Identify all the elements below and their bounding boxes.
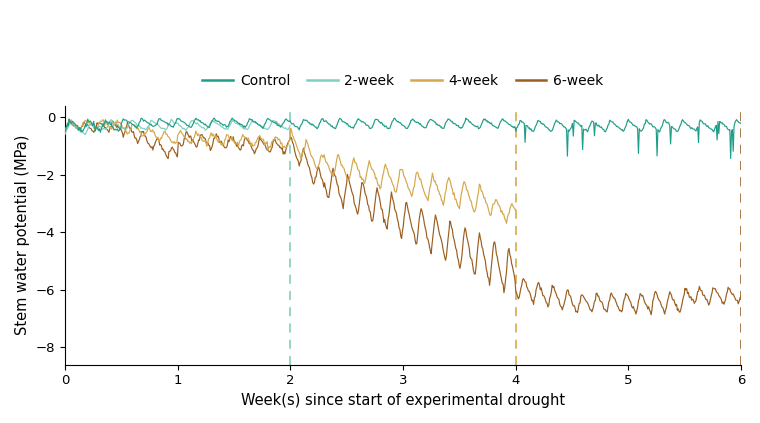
X-axis label: Week(s) since start of experimental drought: Week(s) since start of experimental drou… — [241, 393, 565, 408]
Legend: Control, 2-week, 4-week, 6-week: Control, 2-week, 4-week, 6-week — [197, 69, 609, 94]
Y-axis label: Stem water potential (MPa): Stem water potential (MPa) — [15, 135, 30, 335]
